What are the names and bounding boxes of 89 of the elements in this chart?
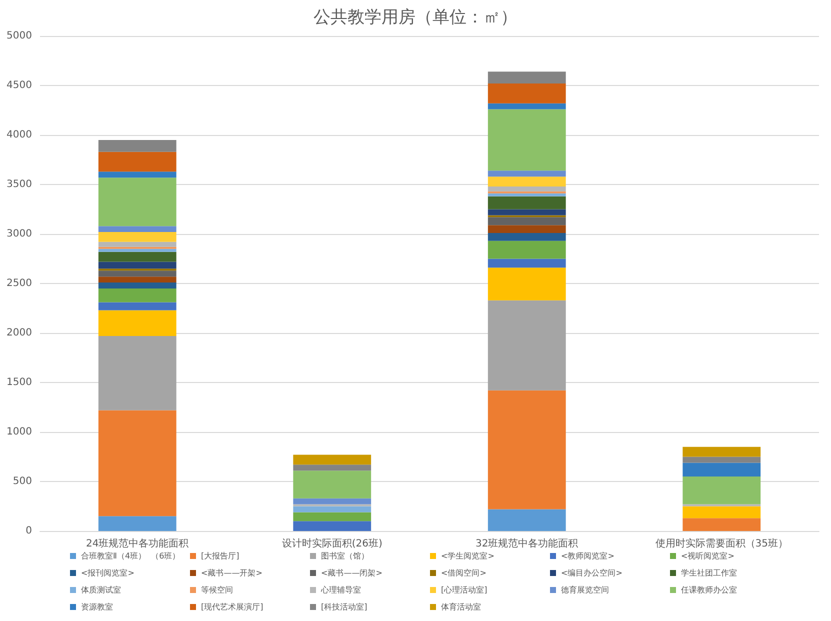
y-tick-label: 3500 xyxy=(6,179,32,190)
x-tick-label: 24班规范中各功能面积 xyxy=(86,538,189,550)
bar xyxy=(682,476,761,504)
bar xyxy=(98,516,176,531)
legend-label: 合班教室Ⅱ（4班） （6班） xyxy=(81,552,180,560)
y-tick-label: 500 xyxy=(12,476,32,487)
bar xyxy=(293,498,372,504)
legend-label: 任课教师办公室 xyxy=(680,586,737,594)
bar xyxy=(98,262,176,269)
bar xyxy=(98,310,176,336)
x-tick-label: 使用时实际需要面积（35班） xyxy=(655,538,788,550)
legend-label: <报刊阅览室> xyxy=(81,568,134,578)
bar xyxy=(682,506,761,518)
bar xyxy=(293,512,372,522)
bar xyxy=(98,232,176,242)
y-tick-label: 3000 xyxy=(6,228,32,240)
bar xyxy=(488,109,566,171)
bar xyxy=(488,240,566,259)
legend-label: <视听阅览室> xyxy=(681,552,734,560)
bar xyxy=(293,506,372,512)
bar xyxy=(488,176,566,186)
bar xyxy=(98,270,176,277)
bar xyxy=(98,252,176,262)
bar xyxy=(488,209,566,216)
bar xyxy=(488,103,566,110)
bar xyxy=(98,336,176,410)
bar xyxy=(98,242,176,247)
bar xyxy=(682,518,761,531)
bar xyxy=(98,248,176,252)
legend-label: <编目办公空间> xyxy=(561,568,622,578)
bar xyxy=(488,390,566,510)
bar xyxy=(488,300,566,390)
x-tick-label: 32班规范中各功能面积 xyxy=(476,538,578,550)
legend-label: <藏书——开架> xyxy=(201,568,262,578)
x-tick-label: 设计时实际面积(26班) xyxy=(282,538,382,550)
legend-label: 学生社团工作室 xyxy=(681,568,737,578)
bar xyxy=(488,170,566,177)
bar xyxy=(293,454,372,465)
legend-label: <借阅空间> xyxy=(441,568,486,578)
bar xyxy=(98,282,176,288)
bar xyxy=(98,152,176,172)
bar xyxy=(682,462,761,477)
y-tick-label: 4500 xyxy=(6,80,32,91)
bar xyxy=(682,446,761,457)
legend-label: <藏书——闭架> xyxy=(321,568,382,578)
legend-label: [科技活动室] xyxy=(321,602,368,612)
bar xyxy=(293,464,372,471)
bar xyxy=(488,509,566,531)
bar xyxy=(98,410,176,516)
legend-label: 资源教室 xyxy=(81,602,113,612)
bar xyxy=(682,456,761,463)
legend-label: 等候空间 xyxy=(201,586,233,594)
legend-label: 体质测试室 xyxy=(81,586,121,594)
bar xyxy=(293,521,372,531)
bar xyxy=(98,178,176,226)
bar xyxy=(488,196,566,210)
bar xyxy=(488,233,566,241)
legend-label: 德育展览空间 xyxy=(561,586,609,594)
legend-label: [大报告厅] xyxy=(201,552,240,560)
bar xyxy=(488,186,566,192)
bar xyxy=(98,276,176,283)
bar xyxy=(98,226,176,232)
legend-label: 体育活动室 xyxy=(441,602,481,612)
bar xyxy=(488,225,566,234)
y-tick-label: 1000 xyxy=(6,426,32,438)
bar xyxy=(488,268,566,300)
bar xyxy=(98,288,176,302)
bar xyxy=(488,217,566,226)
legend-label: 图书室（馆） xyxy=(321,552,369,560)
bar xyxy=(488,84,566,104)
bar xyxy=(98,302,176,310)
y-tick-label: 4000 xyxy=(6,130,32,140)
legend-label: [现代艺术展演厅] xyxy=(201,602,264,612)
bar xyxy=(488,72,566,84)
legend-label: <学生阅览室> xyxy=(441,552,494,560)
y-tick-label: 2500 xyxy=(6,278,32,289)
legend-label: [心理活动室] xyxy=(441,586,488,594)
bar xyxy=(293,470,372,498)
y-tick-label: 0 xyxy=(26,526,32,536)
bar xyxy=(98,140,176,152)
bar xyxy=(98,172,176,178)
bar xyxy=(488,193,566,196)
y-tick-label: 1500 xyxy=(6,377,32,388)
y-tick-label: 5000 xyxy=(6,30,32,42)
y-tick-label: 2000 xyxy=(6,328,32,338)
legend-label: 心理辅导室 xyxy=(320,586,361,594)
chart-title: 公共教学用房（单位：㎡） xyxy=(314,8,518,28)
bar xyxy=(488,258,566,268)
legend-label: <教师阅览室> xyxy=(561,552,614,560)
